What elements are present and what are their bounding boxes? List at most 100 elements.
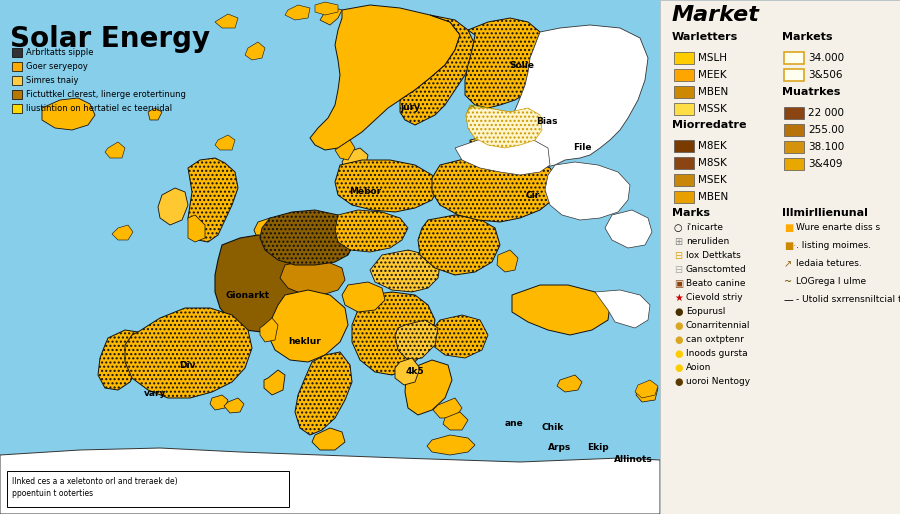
Polygon shape <box>335 140 355 160</box>
Text: Wure enarte diss s: Wure enarte diss s <box>796 224 880 232</box>
Text: 255.00: 255.00 <box>808 125 844 135</box>
Polygon shape <box>400 15 475 125</box>
Polygon shape <box>512 25 648 168</box>
Text: Conarritennial: Conarritennial <box>686 321 751 331</box>
Text: ●: ● <box>674 321 682 331</box>
Bar <box>674 86 694 98</box>
Polygon shape <box>405 360 452 415</box>
Text: ■: ■ <box>784 223 793 233</box>
Text: Simres tnaiy: Simres tnaiy <box>26 76 78 85</box>
Polygon shape <box>188 158 238 242</box>
Text: can oxtptenr: can oxtptenr <box>686 336 744 344</box>
Polygon shape <box>210 395 228 410</box>
Text: 4k5: 4k5 <box>406 368 424 376</box>
Polygon shape <box>254 218 285 246</box>
Text: vary: vary <box>144 389 166 397</box>
Text: Ekip: Ekip <box>587 443 608 451</box>
Text: ▣: ▣ <box>674 279 683 289</box>
Text: 3&409: 3&409 <box>808 159 842 169</box>
Text: Cievold striy: Cievold striy <box>686 293 742 303</box>
Text: Div: Div <box>179 360 195 370</box>
Text: neruliden: neruliden <box>686 237 729 247</box>
Text: Beato canine: Beato canine <box>686 280 745 288</box>
Polygon shape <box>158 188 188 225</box>
Text: ●: ● <box>674 377 682 387</box>
Bar <box>12 104 22 113</box>
Text: Mebor: Mebor <box>349 188 381 196</box>
Polygon shape <box>148 108 162 120</box>
Polygon shape <box>224 398 244 413</box>
Polygon shape <box>370 250 440 292</box>
Text: Muatrkes: Muatrkes <box>782 87 841 97</box>
Text: liustintion on hertatiel ec teeruidal: liustintion on hertatiel ec teeruidal <box>26 104 172 113</box>
Text: Warletters: Warletters <box>672 32 738 42</box>
Text: MBEN: MBEN <box>698 87 728 97</box>
Text: 22 000: 22 000 <box>808 108 844 118</box>
Bar <box>784 158 804 170</box>
Polygon shape <box>335 160 438 212</box>
Text: Gionarkt: Gionarkt <box>226 291 270 301</box>
Text: Marks: Marks <box>672 208 710 218</box>
Polygon shape <box>395 320 438 360</box>
FancyBboxPatch shape <box>7 471 289 507</box>
Polygon shape <box>470 136 520 162</box>
Text: LOGrega l ulme: LOGrega l ulme <box>796 278 866 286</box>
Text: Goer seryepoy: Goer seryepoy <box>26 62 88 71</box>
Polygon shape <box>105 142 125 158</box>
Bar <box>674 103 694 115</box>
Text: . listing moimes.: . listing moimes. <box>796 242 871 250</box>
Polygon shape <box>466 105 542 148</box>
Text: M8EK: M8EK <box>698 141 727 151</box>
Polygon shape <box>595 290 650 328</box>
Text: Solie: Solie <box>509 62 535 70</box>
Text: ●: ● <box>674 335 682 345</box>
Polygon shape <box>320 8 342 25</box>
Text: ○: ○ <box>674 223 682 233</box>
Bar <box>674 191 694 203</box>
Polygon shape <box>635 380 658 398</box>
Bar <box>674 52 694 64</box>
Polygon shape <box>557 375 582 392</box>
Polygon shape <box>432 315 488 358</box>
Text: MEEK: MEEK <box>698 70 726 80</box>
Bar <box>674 157 694 169</box>
Polygon shape <box>418 215 500 275</box>
Text: Illmirllienunal: Illmirllienunal <box>782 208 868 218</box>
Polygon shape <box>352 292 435 375</box>
Polygon shape <box>285 5 310 20</box>
Bar <box>12 48 22 57</box>
Text: ●: ● <box>674 349 682 359</box>
Text: Arbrltatts sipple: Arbrltatts sipple <box>26 48 94 57</box>
Polygon shape <box>443 412 468 430</box>
Bar <box>660 0 900 514</box>
Polygon shape <box>112 225 133 240</box>
Polygon shape <box>310 5 460 150</box>
Text: i'nicarte: i'nicarte <box>686 224 723 232</box>
Polygon shape <box>433 398 462 418</box>
Text: File: File <box>572 143 591 153</box>
Text: ⊞: ⊞ <box>674 237 682 247</box>
Text: Iedaia tetures.: Iedaia tetures. <box>796 260 862 268</box>
Polygon shape <box>280 260 345 295</box>
Polygon shape <box>432 155 560 222</box>
Polygon shape <box>260 210 355 265</box>
Polygon shape <box>42 98 95 130</box>
Text: MSLH: MSLH <box>698 53 727 63</box>
Bar <box>674 140 694 152</box>
Polygon shape <box>342 282 385 312</box>
Text: Arps: Arps <box>548 443 572 451</box>
Text: ●: ● <box>674 363 682 373</box>
Bar <box>12 76 22 85</box>
Polygon shape <box>268 290 348 362</box>
Text: MSSK: MSSK <box>698 104 727 114</box>
Text: Market: Market <box>672 5 760 25</box>
Text: heklur: heklur <box>289 338 321 346</box>
Polygon shape <box>245 42 265 60</box>
Polygon shape <box>478 165 495 178</box>
Polygon shape <box>342 148 368 175</box>
Text: uoroi Nentogy: uoroi Nentogy <box>686 377 750 387</box>
Text: 34.000: 34.000 <box>808 53 844 63</box>
Polygon shape <box>125 308 252 398</box>
Polygon shape <box>395 358 420 385</box>
Polygon shape <box>215 235 308 332</box>
